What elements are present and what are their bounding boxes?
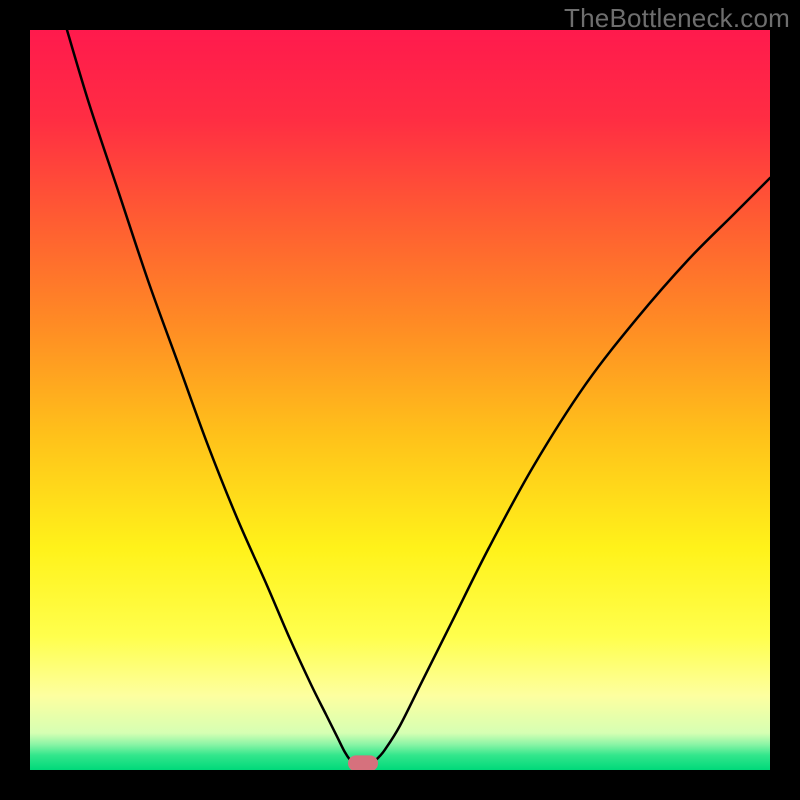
optimum-marker xyxy=(348,755,378,771)
chart-svg xyxy=(0,0,800,800)
watermark-label: TheBottleneck.com xyxy=(564,3,790,34)
chart-background xyxy=(30,30,770,770)
chart-container: TheBottleneck.com xyxy=(0,0,800,800)
